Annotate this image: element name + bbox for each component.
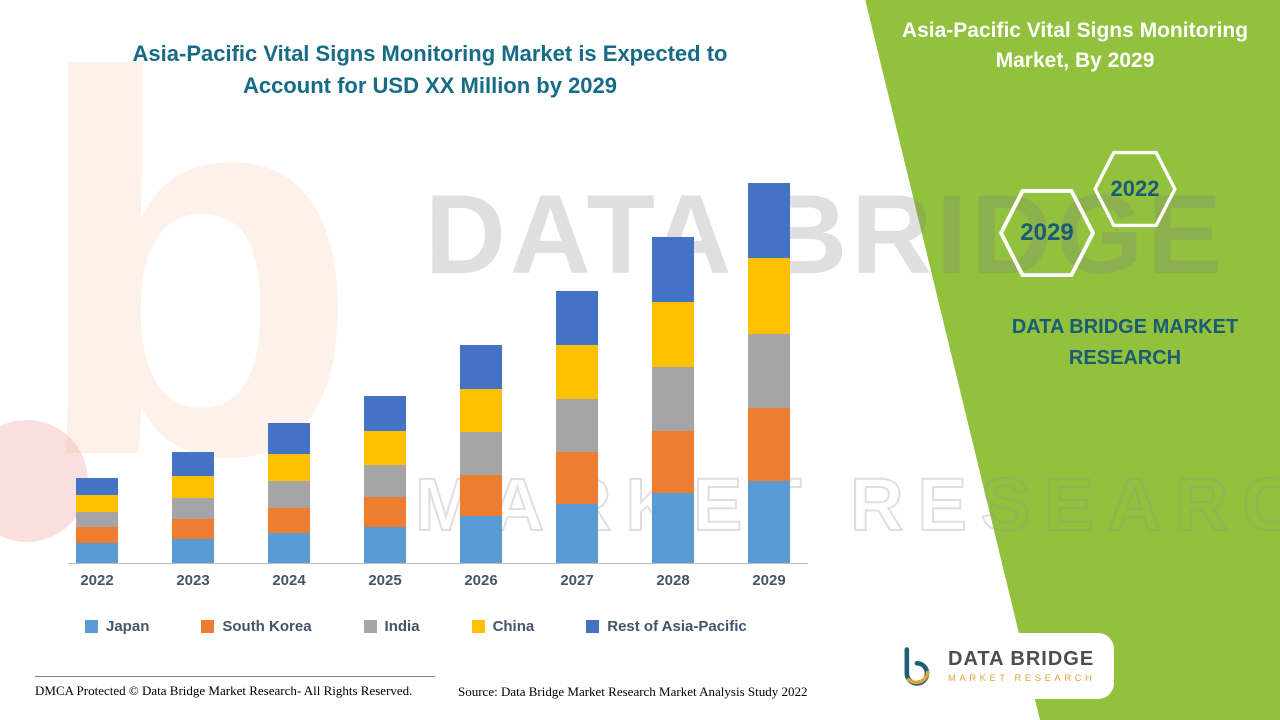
legend-swatch-japan (85, 620, 98, 633)
chart-legend: Japan South Korea India China Rest of Asia-P… (85, 618, 747, 635)
bar-segment-2028-japan (652, 493, 694, 563)
bar-segment-2028-south-korea (652, 431, 694, 493)
bar-2027 (556, 291, 598, 563)
bar-segment-2025-india (364, 465, 406, 497)
x-axis-label-2026: 2026 (464, 572, 498, 589)
bar-segment-2026-rest-of-asia-pacific (460, 345, 502, 389)
panel-title-line1: Asia-Pacific Vital Signs Monitoring (901, 19, 1249, 42)
chart-title: Asia-Pacific Vital Signs Monitoring Mark… (95, 38, 765, 102)
x-axis-line (68, 563, 808, 564)
bar-segment-2024-rest-of-asia-pacific (268, 423, 310, 454)
legend-item-india: India (363, 618, 420, 635)
data-bridge-logo-icon (904, 647, 930, 686)
logo-text-block: DATA BRIDGE MARKET RESEARCH (948, 648, 1095, 684)
legend-item-south-korea: South Korea (201, 618, 312, 635)
watermark-text-line1: DATA BRIDGE (425, 172, 1226, 297)
bar-segment-2022-india (76, 512, 118, 527)
bar-segment-2022-rest-of-asia-pacific (76, 478, 118, 495)
panel-brand-line1: DATA BRIDGE MARKET (1011, 316, 1239, 338)
hexagon-2029-label: 2029 (1020, 219, 1074, 246)
legend-item-japan: Japan (85, 618, 149, 635)
bar-2023 (172, 452, 214, 563)
bar-segment-2022-japan (76, 543, 118, 563)
panel-title: Asia-Pacific Vital Signs Monitoring Mark… (890, 16, 1260, 77)
bar-segment-2026-south-korea (460, 475, 502, 516)
bar-segment-2027-japan (556, 504, 598, 563)
bar-segment-2023-japan (172, 539, 214, 563)
logo-subtitle: MARKET RESEARCH (948, 673, 1096, 684)
bar-segment-2024-india (268, 481, 310, 508)
legend-swatch-rest-of-asia-pacific (586, 620, 600, 633)
bar-segment-2023-rest-of-asia-pacific (172, 452, 214, 476)
bar-segment-2024-japan (268, 533, 310, 563)
x-axis-label-2023: 2023 (176, 572, 210, 589)
bar-segment-2029-japan (748, 481, 790, 563)
bar-segment-2025-rest-of-asia-pacific (364, 396, 406, 431)
chart-area: 2022 2023 2024 2025 2026 2027 2028 2029 (60, 148, 820, 589)
hexagon-badge-2022: 2022 (1092, 150, 1178, 228)
bar-segment-2028-rest-of-asia-pacific (652, 237, 694, 302)
bar-2028 (652, 237, 694, 563)
bar-segment-2027-rest-of-asia-pacific (556, 291, 598, 345)
chart-title-line1: Asia-Pacific Vital Signs Monitoring Mark… (132, 41, 728, 66)
bar-segment-2026-japan (460, 516, 502, 563)
legend-swatch-china (471, 620, 485, 633)
bar-2024 (268, 423, 310, 563)
x-axis-label-2025: 2025 (368, 572, 402, 589)
bar-segment-2026-china (460, 389, 502, 432)
bar-segment-2026-india (460, 432, 502, 475)
legend-label-china: China (492, 618, 535, 635)
x-axis-label-2024: 2024 (272, 572, 306, 589)
bar-segment-2029-south-korea (748, 408, 790, 481)
dmca-notice: DMCA Protected © Data Bridge Market Rese… (35, 676, 435, 699)
bar-2025 (364, 396, 406, 563)
logo-title: DATA BRIDGE (948, 648, 1095, 670)
hexagon-badge-2029: 2029 (998, 188, 1096, 278)
bar-segment-2023-china (172, 476, 214, 498)
bar-segment-2028-china (652, 302, 694, 367)
legend-item-rest-of-asia-pacific: Rest of Asia-Pacific (586, 618, 747, 635)
bar-segment-2025-south-korea (364, 497, 406, 527)
data-bridge-logo: DATA BRIDGE MARKET RESEARCH (880, 633, 1114, 699)
panel-brand-text: DATA BRIDGE MARKET RESEARCH (990, 312, 1260, 374)
bar-2022 (76, 478, 118, 563)
chart-title-line2: Account for USD XX Million by 2029 (242, 72, 618, 98)
x-axis-label-2027: 2027 (560, 572, 594, 589)
bar-segment-2022-south-korea (76, 527, 118, 543)
x-axis-label-2028: 2028 (656, 572, 690, 589)
legend-label-rest-of-asia-pacific: Rest of Asia-Pacific (607, 618, 747, 635)
x-axis-label-2022: 2022 (80, 572, 114, 589)
bar-segment-2023-india (172, 498, 214, 519)
legend-swatch-south-korea (201, 620, 215, 633)
legend-label-japan: Japan (106, 618, 150, 635)
hexagon-outline-icon (1093, 150, 1177, 228)
bar-segment-2024-south-korea (268, 508, 310, 533)
legend-label-india: India (384, 618, 420, 635)
bar-segment-2025-japan (364, 527, 406, 563)
legend-label-south-korea: South Korea (222, 618, 312, 635)
bar-segment-2024-china (268, 454, 310, 481)
source-notice: Source: Data Bridge Market Research Mark… (458, 684, 808, 699)
hexagon-2022-label: 2022 (1110, 176, 1160, 201)
bar-2026 (460, 345, 502, 563)
bar-segment-2027-india (556, 399, 598, 452)
legend-swatch-india (363, 620, 377, 633)
bar-2029 (748, 183, 790, 563)
bar-segment-2027-south-korea (556, 452, 598, 504)
bar-segment-2029-rest-of-asia-pacific (748, 183, 790, 258)
bar-segment-2023-south-korea (172, 519, 214, 539)
bar-segment-2025-china (364, 431, 406, 465)
bar-segment-2029-china (748, 258, 790, 334)
bar-segment-2028-india (652, 367, 694, 431)
x-axis-label-2029: 2029 (752, 572, 786, 589)
bar-segment-2022-china (76, 495, 118, 512)
hexagon-outline-icon (998, 188, 1096, 278)
bar-segment-2027-china (556, 345, 598, 399)
panel-title-line2: Market, By 2029 (995, 49, 1155, 73)
bar-segment-2029-india (748, 334, 790, 408)
legend-item-china: China (471, 618, 535, 635)
panel-brand-line2: RESEARCH (1068, 347, 1182, 369)
